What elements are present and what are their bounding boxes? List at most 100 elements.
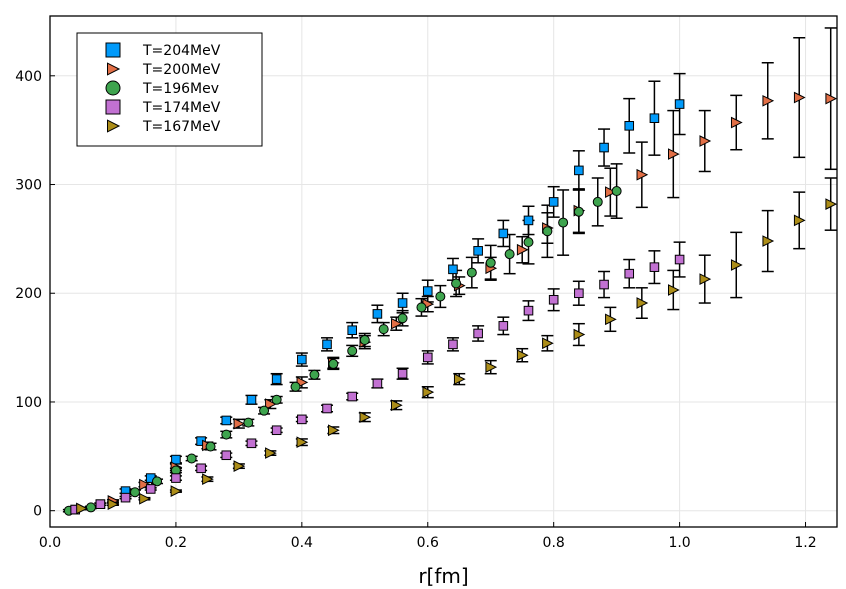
- data-point: [246, 394, 257, 405]
- data-point: [573, 206, 584, 217]
- data-point: [296, 436, 309, 449]
- data-point: [762, 235, 775, 247]
- data-point: [297, 414, 307, 425]
- data-point: [592, 196, 603, 207]
- data-point: [322, 403, 332, 414]
- data-point: [542, 226, 553, 237]
- data-point: [674, 99, 685, 109]
- data-point: [265, 398, 277, 410]
- data-point: [699, 135, 712, 147]
- data-point: [271, 374, 282, 384]
- data-point: [548, 294, 559, 305]
- data-point: [498, 321, 509, 331]
- data-point: [152, 476, 163, 487]
- axis-ticks: 0.0 0.2 0.4 0.6 0.8 1.0 1.2 0 100 200 300 400: [15, 69, 816, 551]
- x-tick-label: 0.6: [417, 535, 439, 551]
- data-point: [453, 373, 466, 385]
- data-point: [186, 453, 197, 464]
- data-point: [196, 436, 206, 446]
- data-point: [397, 313, 408, 324]
- legend-marker: [105, 80, 121, 96]
- data-point: [573, 328, 586, 341]
- data-point: [221, 450, 232, 461]
- x-tick-label: 1.0: [668, 535, 690, 551]
- data-point: [221, 415, 232, 426]
- data-point: [196, 463, 206, 474]
- data-point: [636, 297, 649, 309]
- data-point: [205, 441, 216, 452]
- data-point: [674, 254, 685, 265]
- y-tick-label: 400: [15, 69, 42, 85]
- data-point: [699, 273, 712, 285]
- y-tick-label: 200: [15, 286, 42, 302]
- data-point: [259, 405, 270, 416]
- data-point: [297, 354, 307, 365]
- legend: T=204MeV T=200MeV T=196Mev T=174MeV T=167MeV: [76, 32, 263, 147]
- data-point: [322, 339, 332, 350]
- data-point: [271, 425, 282, 436]
- data-point: [762, 94, 775, 107]
- data-point: [624, 268, 635, 279]
- data-point: [95, 499, 106, 509]
- data-point: [485, 361, 498, 374]
- data-markers: [63, 91, 838, 516]
- data-point: [290, 381, 301, 392]
- data-point: [170, 485, 183, 497]
- y-tick-label: 0: [33, 504, 42, 520]
- data-point: [422, 352, 433, 363]
- x-tick-label: 1.2: [794, 535, 816, 551]
- data-point: [271, 394, 282, 405]
- data-point: [416, 302, 427, 313]
- data-point: [605, 186, 617, 198]
- data-point: [139, 492, 151, 505]
- data-point: [825, 198, 838, 210]
- x-tick-label: 0.4: [291, 535, 313, 551]
- data-point: [390, 317, 403, 330]
- data-point: [523, 215, 534, 226]
- data-point: [599, 279, 609, 290]
- data-point: [107, 498, 120, 511]
- data-point: [599, 142, 609, 153]
- legend-label: T=174MeV: [142, 100, 221, 116]
- data-point: [516, 243, 529, 256]
- data-point: [359, 411, 372, 424]
- data-point: [435, 291, 446, 302]
- data-point: [202, 473, 214, 486]
- data-point: [347, 345, 358, 356]
- data-point: [397, 368, 408, 379]
- x-tick-label: 0.0: [39, 535, 61, 551]
- data-point: [523, 305, 534, 316]
- data-point: [76, 502, 88, 515]
- data-point: [246, 438, 257, 449]
- data-point: [397, 298, 408, 308]
- data-point: [485, 257, 496, 268]
- data-point: [498, 228, 509, 239]
- legend-marker: [107, 119, 121, 133]
- data-point: [347, 391, 358, 402]
- data-point: [516, 349, 529, 362]
- data-point: [145, 484, 156, 494]
- data-point: [221, 429, 232, 440]
- data-point: [422, 286, 433, 296]
- data-point: [233, 460, 246, 472]
- data-point: [451, 278, 462, 289]
- series-T=196Mev: [63, 186, 622, 516]
- data-point: [504, 249, 515, 260]
- data-point: [243, 417, 254, 428]
- data-point: [328, 424, 340, 437]
- data-point: [171, 473, 181, 483]
- y-tick-label: 300: [15, 178, 42, 194]
- data-point: [548, 197, 559, 207]
- data-point: [558, 217, 569, 228]
- data-point: [542, 337, 554, 350]
- data-point: [171, 454, 181, 465]
- data-point: [668, 284, 680, 296]
- data-point: [523, 237, 534, 248]
- data-point: [574, 288, 584, 299]
- x-tick-label: 0.8: [543, 535, 565, 551]
- data-point: [793, 214, 806, 227]
- legend-marker: [105, 42, 121, 58]
- data-point: [378, 324, 389, 335]
- x-tick-label: 0.2: [165, 535, 187, 551]
- data-point: [624, 121, 635, 131]
